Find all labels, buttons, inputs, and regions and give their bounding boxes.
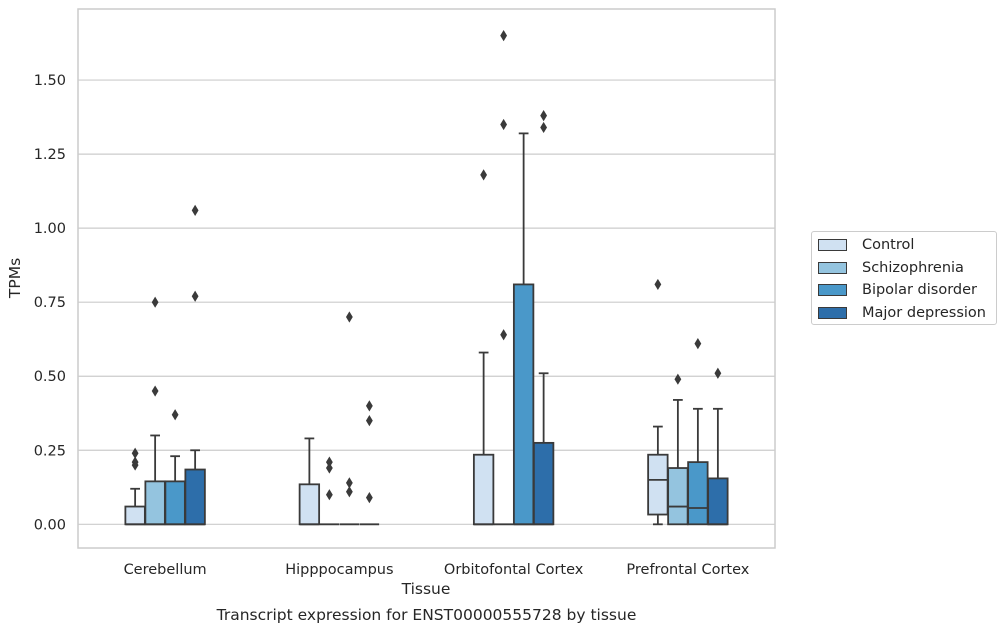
legend-swatch-schizophrenia — [818, 262, 847, 274]
outlier-point — [500, 30, 508, 42]
box-control-prefrontal-cortex — [647, 425, 669, 526]
box-bipolar-disorder-cerebellum — [164, 455, 186, 526]
box-control-orbitofontal-cortex — [472, 351, 495, 526]
outlier-point — [674, 373, 682, 385]
outlier-point — [345, 486, 353, 498]
outlier-point — [131, 447, 139, 459]
outlier-point — [171, 409, 179, 421]
outlier-point — [714, 367, 722, 379]
outlier-point — [191, 204, 199, 216]
gridlines — [78, 79, 775, 525]
y-tick-labels: 0.00 0.25 0.50 0.75 1.00 1.25 1.50 — [34, 73, 66, 533]
legend-swatch-control — [818, 239, 847, 251]
legend-item-control: Control — [818, 235, 914, 255]
x-tick-labels: Cerebellum Hipppocampus Orbitofontal Corte… — [124, 562, 750, 578]
outlier-point — [540, 110, 548, 122]
outlier-point — [365, 415, 373, 427]
legend-label-control: Control — [862, 237, 915, 253]
box-body — [298, 483, 321, 526]
box-bipolar-disorder-orbitofontal-cortex — [512, 132, 535, 526]
y-tick-label: 0.00 — [34, 517, 66, 533]
box-body — [687, 461, 709, 526]
box-body — [647, 453, 669, 516]
plot-frame — [77, 8, 776, 549]
outlier-point — [325, 462, 333, 474]
outlier-point — [500, 329, 508, 341]
outlier-point — [500, 118, 508, 131]
outlier-point — [654, 278, 662, 291]
outlier-point — [325, 456, 333, 468]
legend-item-bipolar-disorder: Bipolar disorder — [818, 280, 977, 300]
outlier-point — [694, 338, 702, 350]
box-bipolar-disorder-prefrontal-cortex — [687, 407, 709, 526]
legend-label-bipolar-disorder: Bipolar disorder — [862, 282, 977, 298]
box-major-depression-cerebellum — [184, 449, 206, 526]
y-tick-label: 1.00 — [34, 221, 66, 237]
box-body — [667, 467, 689, 526]
outlier-point — [345, 311, 353, 323]
outlier-point — [345, 477, 353, 489]
outlier-point — [325, 489, 333, 501]
legend-swatch-bipolar-disorder — [818, 284, 847, 296]
box-body — [472, 453, 495, 526]
x-tick-label: Orbitofontal Cortex — [444, 562, 584, 578]
box-schizophrenia-prefrontal-cortex — [667, 399, 689, 526]
y-tick-label: 1.50 — [34, 73, 66, 89]
box-body — [124, 505, 146, 526]
outlier-point — [131, 459, 139, 471]
box-major-depression-orbitofontal-cortex — [532, 372, 555, 526]
x-axis-label: Tissue — [401, 580, 451, 598]
boxes — [124, 132, 729, 526]
legend-swatch-major-depression — [818, 307, 847, 319]
legend-label-major-depression: Major depression — [862, 305, 986, 321]
y-tick-label: 1.25 — [34, 147, 66, 163]
legend: Control Schizophrenia Bipolar disorder M… — [811, 231, 997, 325]
y-tick-label: 0.50 — [34, 369, 66, 385]
box-schizophrenia-cerebellum — [144, 434, 166, 526]
outliers — [131, 30, 722, 504]
outlier-point — [365, 400, 373, 412]
legend-item-major-depression: Major depression — [818, 303, 986, 323]
box-major-depression-prefrontal-cortex — [707, 407, 729, 526]
box-control-cerebellum — [124, 487, 146, 526]
box-body — [164, 480, 186, 526]
legend-label-schizophrenia: Schizophrenia — [862, 260, 964, 276]
chart-caption: Transcript expression for ENST0000055572… — [216, 606, 637, 624]
x-tick-label: Prefrontal Cortex — [626, 562, 749, 578]
outlier-point — [151, 296, 159, 308]
y-tick-label: 0.25 — [34, 443, 66, 459]
box-body — [184, 468, 206, 526]
y-tick-label: 0.75 — [34, 295, 66, 311]
box-body — [707, 477, 729, 526]
outlier-point — [540, 121, 548, 134]
outlier-point — [151, 385, 159, 397]
box-body — [512, 283, 535, 526]
box-control-hipppocampus — [298, 437, 321, 526]
y-axis-label: TPMs — [6, 258, 24, 299]
x-tick-label: Cerebellum — [124, 562, 207, 578]
outlier-point — [480, 169, 488, 181]
box-body — [144, 480, 166, 526]
x-tick-label: Hipppocampus — [285, 562, 393, 578]
legend-item-schizophrenia: Schizophrenia — [818, 258, 964, 278]
outlier-point — [365, 492, 373, 504]
box-body — [532, 441, 555, 526]
outlier-point — [191, 290, 199, 302]
